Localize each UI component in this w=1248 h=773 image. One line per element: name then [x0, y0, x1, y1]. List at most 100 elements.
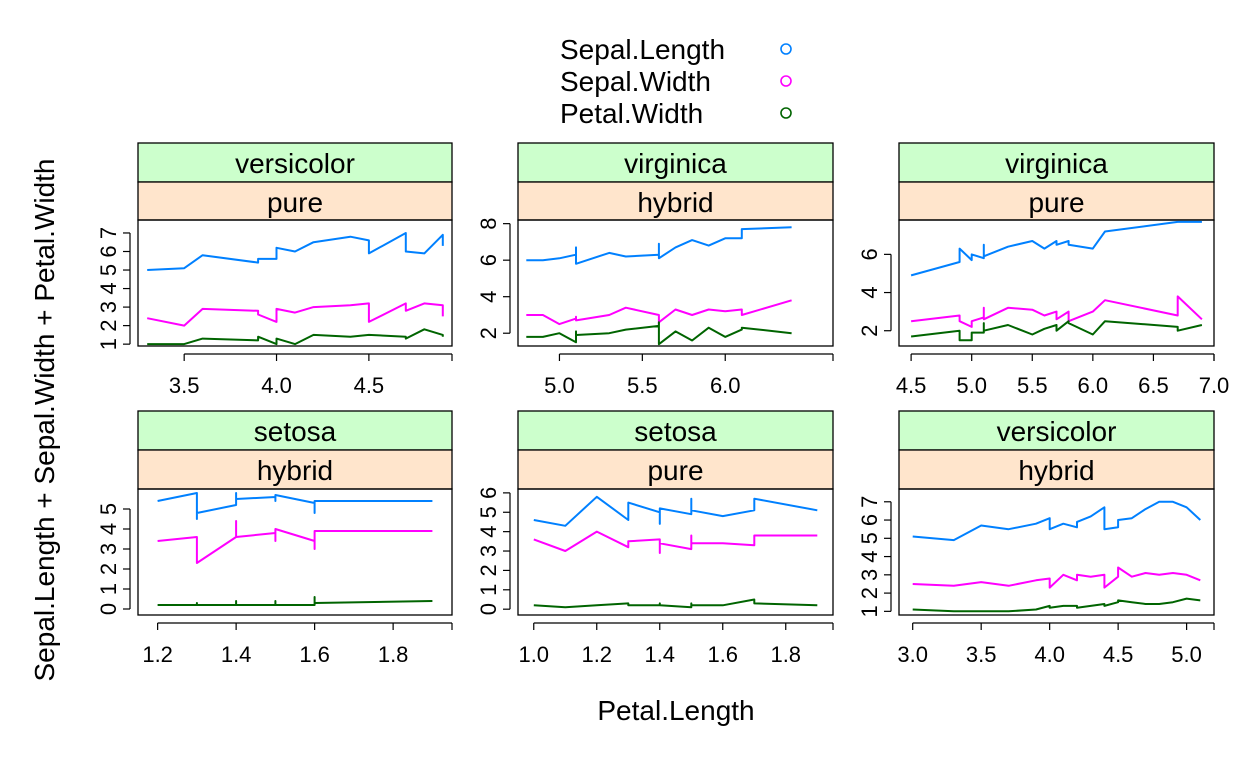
strip-group — [898, 449, 1215, 490]
strip-group-label: hybrid — [1018, 455, 1094, 486]
strip-species — [898, 410, 1215, 451]
x-tick-label: 5.0 — [544, 373, 575, 398]
y-tick-label: 2 — [96, 319, 121, 331]
y-tick-label: 7 — [96, 227, 121, 239]
strip-group — [517, 449, 834, 490]
series-line-petal-width — [157, 596, 433, 606]
strip-species-label: virginica — [624, 148, 727, 179]
x-tick-label: 3.0 — [897, 642, 928, 667]
panel-versicolor-pure: versicolor pure 3.5 4.0 4.5 1 2 3 4 5 6 7 — [96, 142, 453, 398]
y-tick-label: 1 — [96, 583, 121, 595]
x-tick-label: 5.5 — [627, 373, 658, 398]
y-tick-label: 6 — [857, 514, 882, 526]
series-line-sepal-width — [157, 520, 433, 564]
panel-frame — [137, 488, 453, 616]
y-tick-label: 5 — [857, 532, 882, 544]
y-tick-label: 2 — [96, 563, 121, 575]
strip-group-label: hybrid — [637, 187, 713, 218]
series-line-petal-width — [147, 328, 444, 346]
x-tick-label: 4.5 — [1103, 642, 1134, 667]
y-tick-label: 1 — [476, 584, 501, 596]
legend-label: Petal.Width — [560, 98, 703, 129]
y-tick-label: 3 — [857, 569, 882, 581]
y-tick-label: 4 — [96, 282, 121, 294]
legend-marker — [780, 43, 792, 55]
y-tick-label: 2 — [476, 327, 501, 339]
strip-species-label: virginica — [1005, 148, 1108, 179]
y-tick-label: 1 — [96, 338, 121, 350]
y-tick-label: 3 — [96, 543, 121, 555]
x-tick-label: 1.2 — [142, 642, 173, 667]
x-tick-label: 6.0 — [710, 373, 741, 398]
y-tick-label: 2 — [476, 564, 501, 576]
x-tick-label: 1.4 — [221, 642, 252, 667]
series-line-sepal-length — [912, 500, 1201, 542]
y-tick-label: 0 — [96, 603, 121, 615]
panel-virginica-hybrid: virginica hybrid 5.0 5.5 6.0 2 4 6 8 — [476, 142, 834, 398]
x-tick-label: 1.6 — [299, 642, 330, 667]
strip-group-label: hybrid — [257, 455, 333, 486]
strip-species — [137, 410, 453, 451]
panel-frame — [137, 219, 453, 347]
y-tick-label: 6 — [476, 254, 501, 266]
strip-species — [137, 142, 453, 183]
panel-setosa-hybrid: setosa hybrid 1.2 1.4 1.6 1.8 0 1 2 3 4 5 — [96, 410, 453, 667]
strip-group-label: pure — [267, 187, 323, 218]
series-line-petal-width — [912, 597, 1201, 613]
y-tick-label: 2 — [857, 325, 882, 337]
x-tick-label: 6.0 — [1078, 373, 1109, 398]
series-line-sepal-width — [147, 302, 444, 327]
x-tick-label: 3.5 — [169, 373, 200, 398]
y-axis-label: Sepal.Length + Sepal.Width + Petal.Width — [29, 159, 60, 682]
series-line-sepal-length — [157, 492, 433, 520]
strip-group-label: pure — [647, 455, 703, 486]
strip-group — [137, 449, 453, 490]
x-tick-label: 1.8 — [770, 642, 801, 667]
y-tick-label: 7 — [857, 496, 882, 508]
panels: versicolor pure 3.5 4.0 4.5 1 2 3 4 5 6 7 virginica h… — [96, 142, 1230, 667]
series-line-petal-width — [910, 320, 1203, 342]
panel-frame — [517, 488, 834, 616]
y-tick-label: 3 — [476, 545, 501, 557]
strip-species — [517, 410, 834, 451]
y-tick-label: 4 — [476, 291, 501, 303]
series-line-sepal-length — [526, 226, 792, 265]
series-line-sepal-width — [533, 530, 818, 554]
y-tick-label: 6 — [476, 487, 501, 499]
series-line-petal-width — [533, 598, 818, 609]
x-axis-label: Petal.Length — [597, 695, 754, 726]
x-tick-label: 4.0 — [261, 373, 292, 398]
series-line-sepal-width — [526, 299, 792, 326]
y-tick-label: 0 — [476, 603, 501, 615]
x-tick-label: 1.0 — [518, 642, 549, 667]
series-line-sepal-width — [912, 566, 1201, 589]
series-line-sepal-length — [533, 495, 818, 527]
series-line-sepal-length — [147, 232, 444, 271]
panel-frame — [517, 219, 834, 347]
strip-group — [137, 181, 453, 221]
strip-species-label: versicolor — [235, 148, 355, 179]
panel-versicolor-hybrid: versicolor hybrid 3.0 3.5 4.0 4.5 5.0 1 2 3 4 5 6 7 — [857, 410, 1215, 667]
x-tick-label: 1.8 — [378, 642, 409, 667]
y-tick-label: 6 — [857, 248, 882, 260]
x-tick-label: 1.6 — [707, 642, 738, 667]
y-tick-label: 4 — [476, 526, 501, 538]
y-tick-label: 4 — [96, 523, 121, 535]
y-tick-label: 5 — [96, 264, 121, 276]
x-tick-label: 4.0 — [1034, 642, 1065, 667]
series-line-sepal-width — [910, 295, 1203, 328]
x-tick-label: 3.5 — [966, 642, 997, 667]
y-tick-label: 4 — [857, 550, 882, 562]
panel-virginica-pure: virginica pure 4.5 5.0 5.5 6.0 6.5 7.0 2 4 6 — [857, 142, 1230, 398]
x-tick-label: 5.0 — [1171, 642, 1202, 667]
x-tick-label: 4.5 — [354, 373, 385, 398]
legend-marker — [780, 75, 792, 87]
y-tick-label: 5 — [96, 503, 121, 515]
y-tick-label: 4 — [857, 286, 882, 298]
panel-setosa-pure: setosa pure 1.0 1.2 1.4 1.6 1.8 0 1 2 3 4 5 6 — [476, 410, 834, 667]
x-tick-label: 7.0 — [1199, 373, 1230, 398]
y-tick-label: 6 — [96, 245, 121, 257]
x-tick-label: 5.0 — [956, 373, 987, 398]
